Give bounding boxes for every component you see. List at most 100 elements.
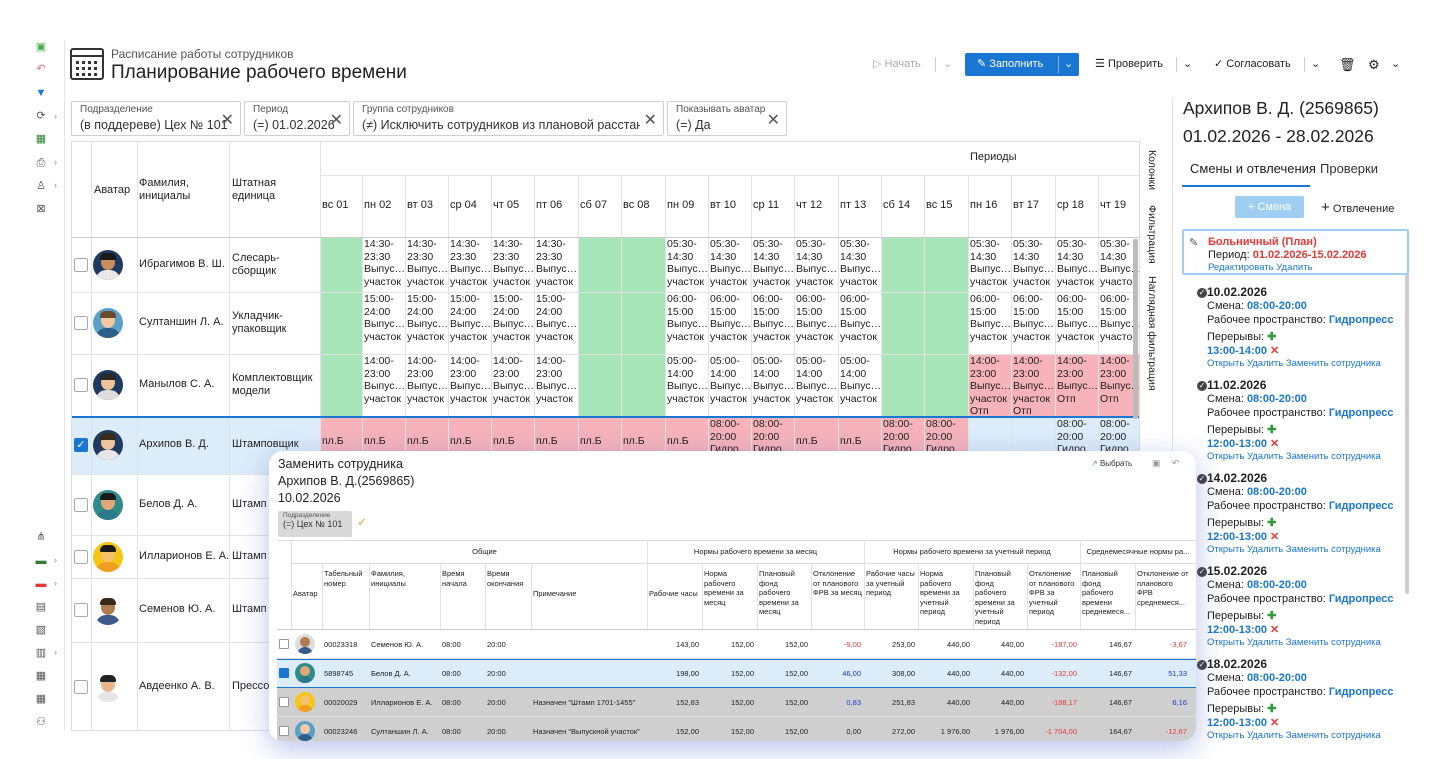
- filter-employee-group[interactable]: Группа сотрудников (≠) Исключить сотрудн…: [353, 101, 664, 136]
- hierarchy-icon[interactable]: ⋔: [36, 531, 46, 543]
- col-header-norm[interactable]: Норма рабочего времени за месяц: [704, 569, 744, 607]
- col-header-dev[interactable]: Отклонение от планового ФРВ за месяц: [813, 569, 862, 597]
- day-header[interactable]: вс 01: [322, 199, 349, 211]
- delete-break-icon[interactable]: ✕: [1266, 345, 1280, 357]
- employee-name[interactable]: Султаншин Л. А.: [139, 316, 224, 328]
- select-button[interactable]: ↗ Выбрать: [1091, 459, 1132, 468]
- undo-icon[interactable]: ↶: [1172, 458, 1180, 468]
- money-icon[interactable]: ▬: [35, 555, 47, 567]
- employee-name[interactable]: Илларионов Е. А.: [139, 549, 230, 562]
- shift-cell[interactable]: 15:00- 24:00 Выпус… участок: [364, 293, 405, 343]
- row-checkbox[interactable]: [279, 639, 289, 649]
- chevron-right-icon[interactable]: ›: [54, 157, 57, 167]
- delete-break-icon[interactable]: ✕: [1266, 438, 1280, 450]
- chevron-down-icon[interactable]: ⌄: [1064, 58, 1074, 70]
- row-checkbox[interactable]: [74, 257, 88, 272]
- close-icon[interactable]: ✕: [766, 112, 780, 129]
- chevron-right-icon[interactable]: ›: [54, 180, 57, 190]
- shift-cell[interactable]: 05:00- 14:00 Выпус… участок: [840, 355, 881, 405]
- shift-cell[interactable]: [578, 237, 621, 292]
- row-checkbox[interactable]: ✓: [74, 438, 88, 452]
- shift-cell[interactable]: 14:00- 23:00 Выпус… участок Отп: [1011, 354, 1055, 416]
- col-header-position[interactable]: Штатная единица: [232, 177, 277, 202]
- start-button[interactable]: ▷ Начать: [873, 53, 921, 76]
- entry-actions[interactable]: Открыть Удалить Заменить сотрудника: [1207, 544, 1381, 555]
- shift-cell[interactable]: 14:30- 23:30 Выпус… участок: [493, 238, 534, 288]
- table-row[interactable]: [277, 717, 1196, 741]
- shift-cell[interactable]: [881, 237, 924, 292]
- shift-cell[interactable]: 06:00- 15:00 Выпус… участок: [796, 293, 838, 343]
- col-header-end[interactable]: Время окончания: [487, 569, 524, 588]
- col-header-tab[interactable]: Табельный номер: [324, 569, 363, 588]
- shift-cell[interactable]: 05:30- 14:30 Выпус… участок: [1100, 238, 1140, 288]
- table-icon[interactable]: ▦: [35, 693, 47, 705]
- day-header[interactable]: вс 08: [623, 199, 650, 211]
- visual-filtration-side-tab[interactable]: Наглядная фильтрация: [1146, 276, 1158, 391]
- shift-cell[interactable]: 15:00- 24:00 Выпус… участок: [407, 293, 448, 343]
- sick-leave-card[interactable]: ✎ Больничный (План) Период: 01.02.2026-1…: [1182, 229, 1409, 275]
- row-checkbox[interactable]: [279, 726, 289, 736]
- shift-cell[interactable]: 14:00- 23:00 Выпус… участок: [407, 355, 448, 405]
- employee-name[interactable]: Ибрагимов В. Ш.: [139, 257, 225, 270]
- chevron-down-icon[interactable]: ⌄: [1391, 58, 1401, 70]
- refresh-icon[interactable]: ⟳: [36, 110, 46, 122]
- shift-cell[interactable]: 14:00- 23:00 Выпус… участок: [450, 355, 491, 405]
- day-header[interactable]: сб 14: [883, 199, 911, 211]
- col-header-note[interactable]: Примечание: [533, 589, 577, 598]
- shift-cell[interactable]: 05:30- 14:30 Выпус… участок: [1013, 238, 1055, 288]
- shift-entry[interactable]: ✓ 18.02.2026 Смена: 08:00-20:00 Рабочее про…: [1197, 657, 1430, 741]
- sick-actions[interactable]: Редактировать Удалить: [1208, 262, 1313, 273]
- shift-cell[interactable]: 05:30- 14:30 Выпус… участок: [970, 238, 1011, 288]
- day-header[interactable]: ср 04: [450, 199, 477, 211]
- shift-cell[interactable]: 14:00- 23:00 Выпус… участок: [364, 355, 405, 405]
- shift-cell[interactable]: 14:30- 23:30 Выпус… участок: [407, 238, 448, 288]
- shift-cell[interactable]: 05:00- 14:00 Выпус… участок: [796, 355, 838, 405]
- chevron-right-icon[interactable]: ›: [54, 555, 57, 565]
- add-break-icon[interactable]: ✚: [1267, 424, 1277, 436]
- day-header[interactable]: ср 18: [1057, 199, 1084, 211]
- gear-icon[interactable]: ⚙: [1368, 57, 1380, 72]
- table-row[interactable]: [277, 688, 1196, 717]
- day-header[interactable]: вс 15: [926, 199, 953, 211]
- shift-cell[interactable]: 06:00- 15:00 Выпус… участок: [970, 293, 1011, 343]
- row-checkbox[interactable]: [74, 549, 88, 564]
- user-icon[interactable]: ♙: [36, 180, 46, 192]
- shift-entry[interactable]: ✓ 10.02.2026 Смена: 08:00-20:00 Рабочее про…: [1197, 285, 1430, 369]
- filter-icon[interactable]: ▼: [35, 87, 47, 99]
- add-break-icon[interactable]: ✚: [1267, 610, 1277, 622]
- chevron-right-icon[interactable]: ›: [54, 111, 57, 121]
- shift-cell[interactable]: 05:00- 14:00 Выпус… участок: [667, 355, 708, 405]
- add-absence-button[interactable]: + Отвлечение: [1321, 199, 1394, 216]
- day-header[interactable]: чт 19: [1100, 199, 1127, 211]
- day-header[interactable]: вт 03: [407, 199, 433, 211]
- shift-cell[interactable]: 14:00- 23:00 Выпус… Отп: [1055, 354, 1098, 416]
- shift-cell[interactable]: [320, 354, 362, 416]
- day-header[interactable]: пн 16: [970, 199, 998, 211]
- row-checkbox[interactable]: [279, 697, 289, 707]
- entry-actions[interactable]: Открыть Удалить Заменить сотрудника: [1207, 637, 1381, 648]
- shift-cell[interactable]: [320, 237, 362, 292]
- delete-break-icon[interactable]: ✕: [1266, 624, 1280, 636]
- shift-cell[interactable]: 15:00- 24:00 Выпус… участок: [493, 293, 534, 343]
- day-header[interactable]: чт 05: [493, 199, 520, 211]
- shift-cell[interactable]: 14:30- 23:30 Выпус… участок: [450, 238, 491, 288]
- shift-cell[interactable]: [320, 292, 362, 354]
- employee-name[interactable]: Белов Д. А.: [139, 497, 198, 510]
- export-icon[interactable]: ⊠: [36, 203, 46, 215]
- shift-cell[interactable]: 06:00- 15:00 Выпус… участок: [840, 293, 881, 343]
- day-header[interactable]: пн 02: [364, 199, 392, 211]
- shift-cell[interactable]: 14:00- 23:00 Выпус… участок Отп: [968, 354, 1011, 416]
- shift-cell[interactable]: 08:00- 20:00 Гидро…: [1057, 418, 1097, 456]
- employee-name[interactable]: Архипов В. Д.: [139, 438, 209, 450]
- col-header-plan[interactable]: Плановый фонд рабочего времени за месяц: [759, 569, 799, 616]
- day-header[interactable]: сб 07: [580, 199, 608, 211]
- shift-cell[interactable]: 06:00- 15:00 Выпус… участок: [710, 293, 751, 343]
- day-header[interactable]: вт 10: [710, 199, 736, 211]
- col-header-np[interactable]: Норма рабочего времени за учетный период: [920, 569, 960, 616]
- day-header[interactable]: вт 17: [1013, 199, 1039, 211]
- shift-cell[interactable]: 05:30- 14:30 Выпус… участок: [710, 238, 751, 288]
- col-header-avatar[interactable]: Аватар: [94, 184, 131, 196]
- shift-entry[interactable]: ✓ 15.02.2026 Смена: 08:00-20:00 Рабочее про…: [1197, 564, 1430, 648]
- scrollbar[interactable]: [1405, 274, 1409, 594]
- dialog-filter-department[interactable]: Подразделение (=) Цех № 101: [278, 511, 352, 537]
